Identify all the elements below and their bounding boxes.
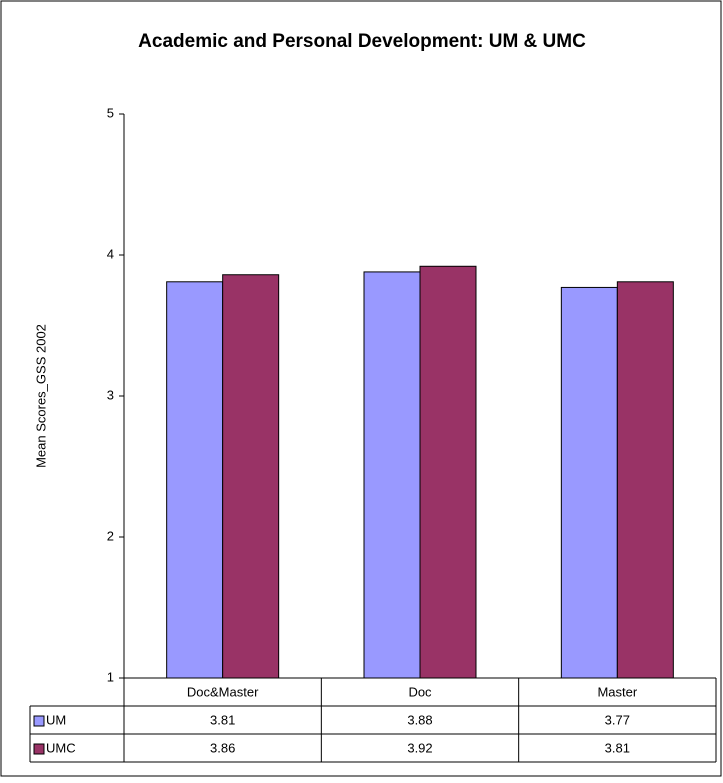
legend-label: UMC [46,740,76,755]
bar [166,281,224,679]
table-value: 3.81 [605,740,630,755]
table-value: 3.92 [407,740,432,755]
bar [616,281,674,679]
legend-label: UM [46,712,66,727]
bar [560,286,618,679]
x-tick-label: Doc&Master [187,684,259,699]
chart-title: Academic and Personal Development: UM & … [138,31,586,52]
y-tick-label: 2 [107,528,114,543]
y-axis-label: Mean Scores_GSS 2002 [33,324,48,468]
x-tick-label: Master [597,684,637,699]
y-tick-label: 1 [107,669,114,684]
bar [419,265,477,679]
table-value: 3.86 [210,740,235,755]
bar [222,274,280,679]
y-tick-label: 4 [107,246,114,261]
x-tick-label: Doc [408,684,432,699]
table-value: 3.77 [605,712,630,727]
legend-swatch [33,715,45,727]
bar [363,271,421,679]
y-tick-label: 3 [107,387,114,402]
legend-swatch [33,743,45,755]
table-value: 3.88 [407,712,432,727]
table-value: 3.81 [210,712,235,727]
y-tick-label: 5 [107,105,114,120]
